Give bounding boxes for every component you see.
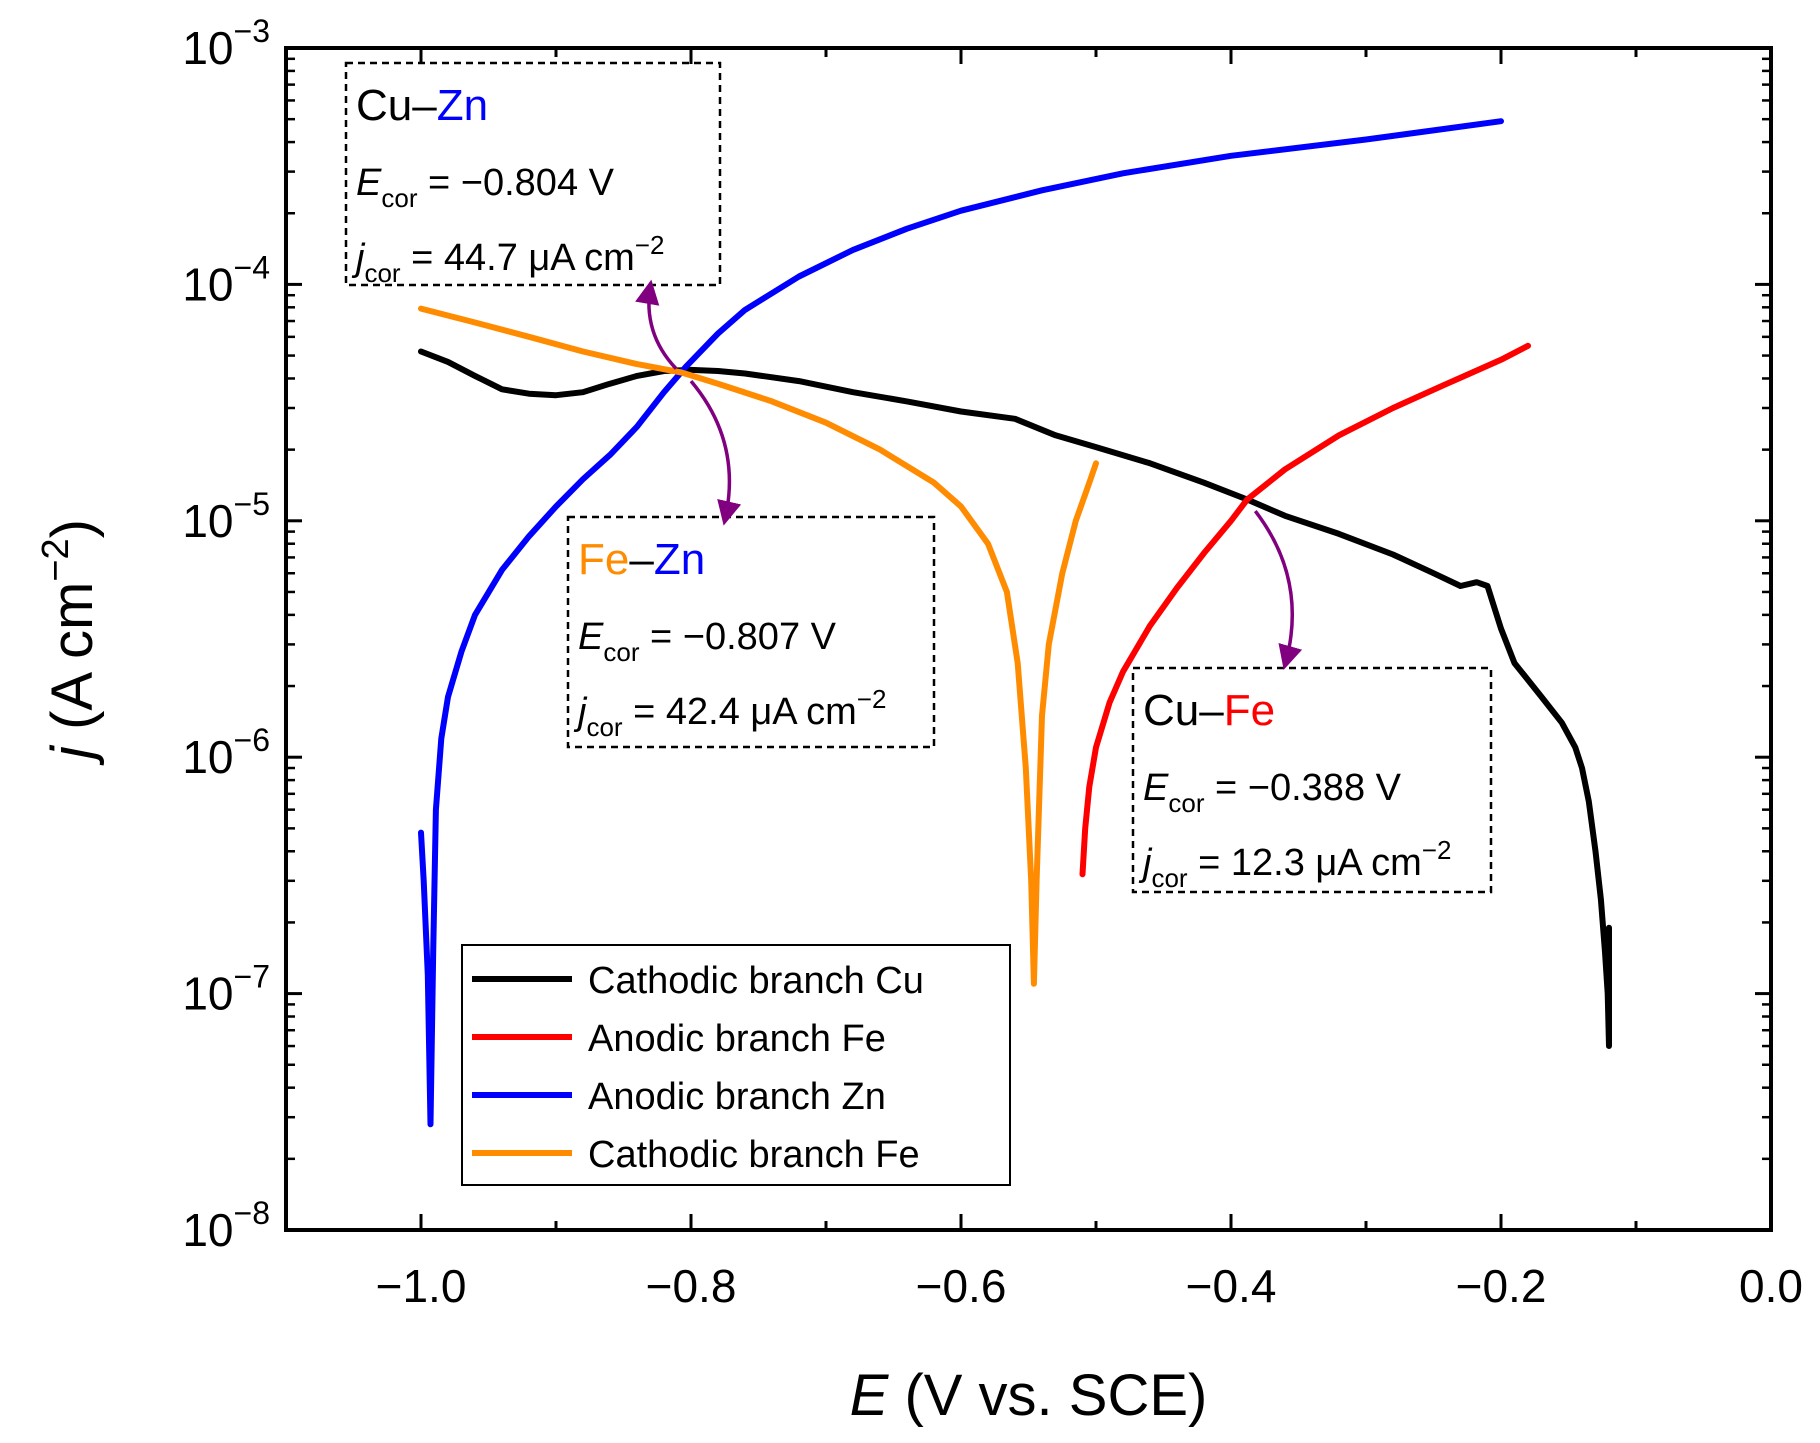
y-tick-base: 10 (182, 495, 233, 547)
annotation-box (344, 61, 722, 287)
jcor-exponent: −2 (1422, 835, 1452, 865)
jcor-exponent: −2 (635, 230, 665, 260)
y-axis-var: j (40, 744, 105, 766)
x-tick-label: 0.0 (1739, 1260, 1803, 1312)
annotation-cu-zn: Cu–Zn Ecor = −0.804 V jcor = 44.7 μA cm−2 (344, 61, 722, 370)
annotation-box (566, 515, 936, 749)
y-tick-label: 10−4 (182, 249, 270, 310)
y-tick-label: 10−3 (182, 13, 270, 74)
ecor-symbol: E (356, 162, 382, 204)
y-tick-base: 10 (182, 1204, 233, 1256)
axis-ticks: −1.0 −0.8 −0.6 −0.4 −0.2 0.010−810−710−610−51… (182, 13, 1803, 1312)
axis-titles: E (V vs. SCE)j (A cm−2) (35, 519, 1207, 1428)
y-tick-base: 10 (182, 968, 233, 1020)
series-anodic-branch-zn (418, 118, 1504, 1128)
x-axis-var: E (850, 1363, 890, 1428)
ecor-value: = −0.804 V (417, 162, 614, 204)
annotation-title-part: Fe (1224, 686, 1275, 735)
plot-frame (284, 46, 1773, 1232)
y-axis-exp: −2 (35, 538, 77, 581)
annotation-title-part: – (1199, 686, 1224, 735)
legend-label: Anodic branch Fe (588, 1018, 886, 1060)
annotation-title: Cu–Zn (356, 81, 488, 130)
ecor-subscript: cor (1168, 788, 1204, 818)
annotation-title-part: – (629, 535, 654, 584)
x-axis-rest: (V vs. SCE) (888, 1363, 1207, 1428)
y-axis-title: j (A cm−2) (35, 519, 105, 766)
annotation-cu-fe: Cu–Fe Ecor = −0.388 V jcor = 12.3 μA cm−2 (1131, 509, 1493, 894)
annotation-ecor: Ecor = −0.804 V (356, 162, 615, 213)
x-axis-title: E (V vs. SCE) (850, 1363, 1208, 1428)
annotation-fe-zn: Fe–Zn Ecor = −0.807 V jcor = 42.4 μA cm−2 (566, 379, 936, 749)
x-tick-label: −1.0 (376, 1260, 467, 1312)
y-tick-exp: −3 (234, 13, 270, 49)
curves (418, 118, 1612, 1128)
annotation-jcor: jcor = 12.3 μA cm−2 (1138, 835, 1451, 893)
y-tick-base: 10 (182, 731, 233, 783)
y-tick-label: 10−6 (182, 722, 270, 783)
jcor-exponent: −2 (857, 684, 887, 714)
series-cathodic-branch-cu (418, 348, 1612, 1049)
ecor-symbol: E (1143, 767, 1169, 809)
annotation-title-part: Cu (356, 81, 412, 130)
x-tick-label: −0.8 (646, 1260, 737, 1312)
annotation-ecor: Ecor = −0.807 V (578, 616, 837, 667)
y-tick-exp: −8 (234, 1195, 270, 1231)
jcor-subscript: cor (586, 712, 622, 742)
ecor-value: = −0.388 V (1204, 767, 1401, 809)
legend-label: Anodic branch Zn (588, 1076, 886, 1118)
series-anodic-branch-fe (1079, 342, 1531, 878)
annotation-title-part: Zn (654, 535, 705, 584)
annotation-title-part: Cu (1143, 686, 1199, 735)
ecor-value: = −0.807 V (639, 616, 836, 658)
annotation-title-part: – (412, 81, 437, 130)
legend-label: Cathodic branch Fe (588, 1134, 920, 1176)
y-axis-rest: (A cm (40, 582, 105, 746)
annotation-jcor: jcor = 42.4 μA cm−2 (573, 684, 886, 742)
legend-label: Cathodic branch Cu (588, 960, 924, 1002)
x-tick-label: −0.4 (1186, 1260, 1277, 1312)
ecor-subscript: cor (603, 637, 639, 667)
annotation-arrow (1253, 509, 1303, 670)
y-tick-exp: −7 (234, 959, 270, 995)
x-tick-label: −0.2 (1456, 1260, 1547, 1312)
legend-box (461, 944, 1011, 1186)
y-tick-base: 10 (182, 258, 233, 310)
y-tick-exp: −4 (234, 249, 270, 285)
annotation-title: Cu–Fe (1143, 686, 1275, 735)
y-tick-exp: −6 (234, 722, 270, 758)
jcor-subscript: cor (364, 258, 400, 288)
annotation-arrow (689, 379, 742, 526)
x-tick-label: −0.6 (916, 1260, 1007, 1312)
annotation-title: Fe–Zn (578, 535, 705, 584)
ecor-subscript: cor (381, 183, 417, 213)
y-tick-label: 10−5 (182, 486, 270, 547)
annotation-ecor: Ecor = −0.388 V (1143, 767, 1402, 818)
y-tick-label: 10−7 (182, 959, 270, 1020)
jcor-value: = 44.7 μA cm (401, 237, 635, 279)
jcor-value: = 12.3 μA cm (1188, 842, 1422, 884)
series-cathodic-branch-fe (418, 305, 1099, 987)
jcor-value: = 42.4 μA cm (623, 691, 857, 733)
jcor-subscript: cor (1151, 863, 1187, 893)
y-tick-label: 10−8 (182, 1195, 270, 1256)
annotation-box (1131, 666, 1493, 894)
annotation-jcor: jcor = 44.7 μA cm−2 (351, 230, 664, 288)
annotation-arrow (635, 279, 678, 370)
annotation-title-part: Zn (437, 81, 488, 130)
y-tick-base: 10 (182, 22, 233, 74)
annotation-title-part: Fe (578, 535, 629, 584)
ecor-symbol: E (578, 616, 604, 658)
legend: Cathodic branch Cu Anodic branch Fe Anodic… (461, 944, 1011, 1186)
y-axis-close: ) (40, 519, 105, 538)
y-tick-exp: −5 (234, 486, 270, 522)
